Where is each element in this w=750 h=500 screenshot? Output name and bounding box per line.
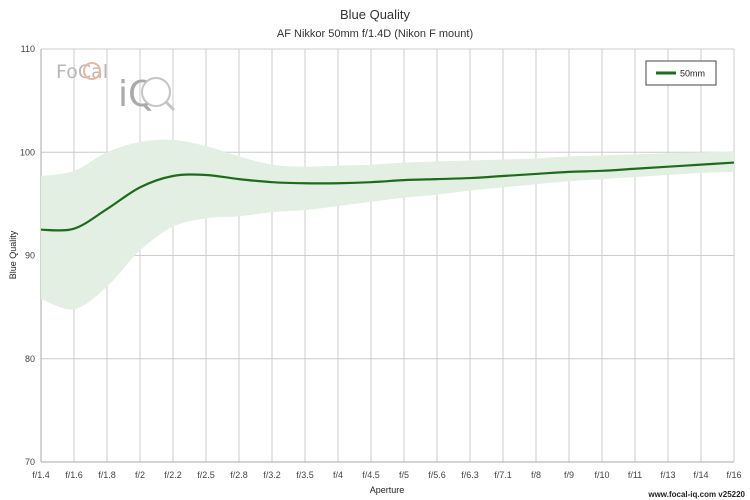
x-tick-label: f/4.5 <box>362 470 380 480</box>
chart-subtitle: AF Nikkor 50mm f/1.4D (Nikon F mount) <box>277 28 473 40</box>
x-tick-label: f/14 <box>693 470 708 480</box>
y-tick-label: 100 <box>20 147 35 157</box>
x-tick-label: f/7.1 <box>494 470 512 480</box>
x-tick-label: f/11 <box>628 470 642 480</box>
x-tick-label: f/1.4 <box>32 470 50 480</box>
legend[interactable]: 50mm <box>645 60 717 86</box>
x-tick-label: f/9 <box>564 470 574 480</box>
y-tick-label: 70 <box>25 457 35 467</box>
x-tick-label: f/2 <box>135 470 145 480</box>
series-50mm-range-band <box>41 139 734 310</box>
y-tick-label: 80 <box>25 354 35 364</box>
x-axis-ticks: f/1.4 f/1.6 f/1.8 f/2 f/2.2 f/2.5 f/2.8 f/3.2 f/… <box>32 470 741 480</box>
x-tick-label: f/16 <box>726 470 741 480</box>
x-tick-label: f/6.3 <box>461 470 479 480</box>
x-tick-label: f/3.5 <box>296 470 314 480</box>
chart-title: Blue Quality <box>340 7 411 22</box>
x-tick-label: f/3.2 <box>263 470 281 480</box>
x-tick-label: f/1.8 <box>98 470 116 480</box>
x-tick-label: f/2.5 <box>197 470 215 480</box>
x-tick-label: f/2.8 <box>230 470 248 480</box>
watermark-ring-icon <box>83 62 101 80</box>
x-tick-label: f/13 <box>660 470 675 480</box>
grid <box>40 48 735 463</box>
x-tick-label: f/5.6 <box>428 470 446 480</box>
y-tick-label: 90 <box>25 251 35 261</box>
legend-label-50mm: 50mm <box>680 69 705 79</box>
watermark-magnifier-handle <box>164 100 176 112</box>
x-tick-label: f/5 <box>399 470 409 480</box>
x-tick-label: f/4 <box>333 470 343 480</box>
series-50mm-line <box>40 161 735 232</box>
y-axis-ticks: 70 80 90 100 110 <box>20 44 35 467</box>
x-tick-label: f/1.6 <box>65 470 83 480</box>
footer-text: www.focal-iq.com v25220 <box>647 490 745 499</box>
x-axis-label: Aperture <box>370 485 405 495</box>
watermark-magnifier-icon <box>141 77 171 107</box>
x-tick-label: f/2.2 <box>164 470 182 480</box>
x-tick-label: f/10 <box>594 470 609 480</box>
y-tick-label: 110 <box>21 44 35 54</box>
x-tick-label: f/8 <box>531 470 541 480</box>
y-axis-label: Blue Quality <box>8 230 18 279</box>
